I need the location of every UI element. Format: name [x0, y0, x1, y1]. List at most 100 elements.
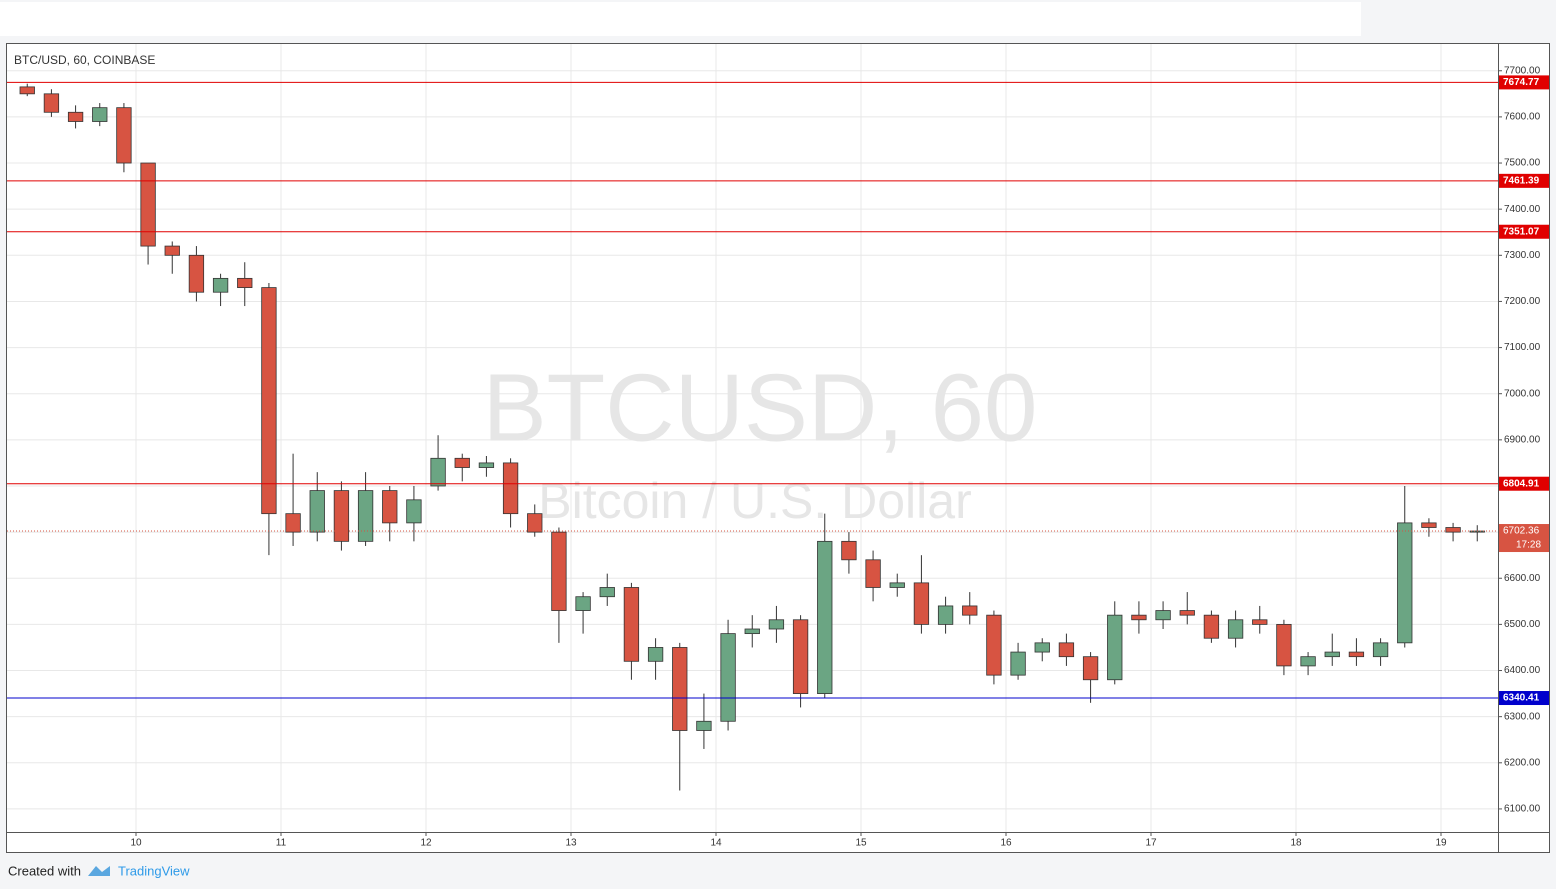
candle-body	[212, 277, 229, 293]
candle-body	[937, 605, 954, 625]
grid	[7, 44, 1498, 832]
x-tick-label: 13	[565, 838, 577, 849]
level-badge	[1499, 476, 1549, 491]
level-badge	[1499, 75, 1549, 90]
candle-body	[478, 462, 495, 468]
y-tick-label: 7200.00	[1504, 296, 1541, 307]
last-price-badge	[1499, 524, 1549, 553]
y-tick-label: 7100.00	[1504, 342, 1541, 353]
candle-body	[1421, 522, 1437, 528]
level-badge	[1499, 173, 1549, 188]
candle-body	[1131, 614, 1147, 621]
candle-body	[1034, 642, 1050, 653]
x-tick-label: 16	[1000, 838, 1012, 849]
candle-body	[357, 490, 374, 542]
candle-body	[1058, 642, 1075, 658]
candle-body	[261, 287, 277, 515]
level-label: 7461.39	[1503, 175, 1540, 186]
candle-body	[1203, 614, 1220, 639]
candle-body	[382, 490, 398, 524]
candle-body	[720, 633, 736, 722]
candle-body	[140, 162, 156, 247]
y-tick-label: 7600.00	[1504, 112, 1541, 123]
x-tick-label: 14	[710, 838, 722, 849]
candle-body	[1397, 522, 1413, 644]
candle-body	[1324, 651, 1340, 658]
candle-body	[841, 540, 857, 561]
y-tick-label: 6200.00	[1504, 757, 1541, 768]
level-badge	[1499, 224, 1549, 239]
candle-body	[551, 531, 567, 611]
candle-body	[188, 254, 205, 293]
candle-body	[647, 647, 664, 662]
last-price-label: 6702.36	[1503, 526, 1540, 537]
brand-logo	[88, 866, 110, 876]
x-tick-label: 19	[1435, 838, 1447, 849]
candle-body	[67, 111, 84, 122]
x-tick-label: 17	[1145, 838, 1157, 849]
candle-body	[1252, 619, 1268, 625]
candle-body	[19, 86, 35, 95]
top-bar	[0, 2, 1361, 36]
candle-body	[575, 596, 591, 611]
candle-body	[962, 605, 978, 616]
candle-body	[817, 540, 833, 694]
candle-body	[986, 614, 1002, 676]
candle-body	[1082, 656, 1099, 681]
candle-body	[164, 245, 180, 256]
level-label: 6340.41	[1503, 693, 1540, 704]
candle-body	[309, 490, 325, 533]
watermark: BTCUSD, 60	[483, 354, 1038, 461]
candle-body	[92, 107, 108, 122]
candle-body	[1348, 651, 1365, 658]
candle-body	[672, 647, 688, 731]
footer-brand[interactable]: TradingView	[118, 863, 190, 878]
footer-text: Created with	[8, 863, 81, 878]
candle-body	[43, 93, 60, 113]
candle-body	[333, 490, 350, 542]
candle-body	[1300, 656, 1316, 667]
watermark-subtitle: Bitcoin / U.S. Dollar	[538, 473, 971, 529]
y-tick-label: 6400.00	[1504, 665, 1541, 676]
candle-body	[1107, 614, 1123, 681]
candle-body	[285, 513, 301, 533]
candle-body	[406, 499, 422, 524]
level-badge	[1499, 691, 1549, 706]
x-tick-label: 15	[855, 838, 867, 849]
candle-body	[1155, 610, 1171, 621]
candle-body	[696, 720, 712, 731]
candle-body	[792, 619, 809, 694]
candle-body	[1227, 619, 1244, 639]
level-label: 6804.91	[1503, 478, 1540, 489]
candle-body	[768, 619, 785, 630]
level-label: 7351.07	[1503, 226, 1540, 237]
chart-title: BTC/USD, 60, COINBASE	[14, 53, 155, 67]
y-tick-label: 6600.00	[1504, 573, 1541, 584]
level-label: 7674.77	[1503, 77, 1540, 88]
y-tick-label: 6900.00	[1504, 434, 1541, 445]
candle-body	[454, 457, 470, 468]
y-tick-label: 7700.00	[1504, 65, 1541, 76]
candle-body	[913, 582, 930, 625]
candle-body	[865, 559, 881, 588]
candle-body	[599, 587, 615, 598]
countdown-label: 17:28	[1516, 540, 1541, 551]
candle-body	[1010, 651, 1026, 676]
y-tick-label: 7300.00	[1504, 250, 1541, 261]
y-tick-label: 7000.00	[1504, 388, 1541, 399]
candle-body	[1276, 623, 1292, 667]
y-tick-label: 6300.00	[1504, 711, 1541, 722]
candle-body	[1372, 642, 1389, 658]
candle-body	[116, 107, 132, 164]
y-tick-label: 6500.00	[1504, 619, 1541, 630]
candle-body	[1445, 527, 1461, 533]
candle-body	[889, 582, 905, 588]
y-tick-label: 7400.00	[1504, 204, 1541, 215]
candle-body	[430, 457, 446, 487]
candle-body	[527, 513, 543, 533]
x-tick-label: 18	[1290, 838, 1302, 849]
x-tick-label: 11	[276, 838, 287, 849]
candle-body	[1179, 610, 1195, 616]
